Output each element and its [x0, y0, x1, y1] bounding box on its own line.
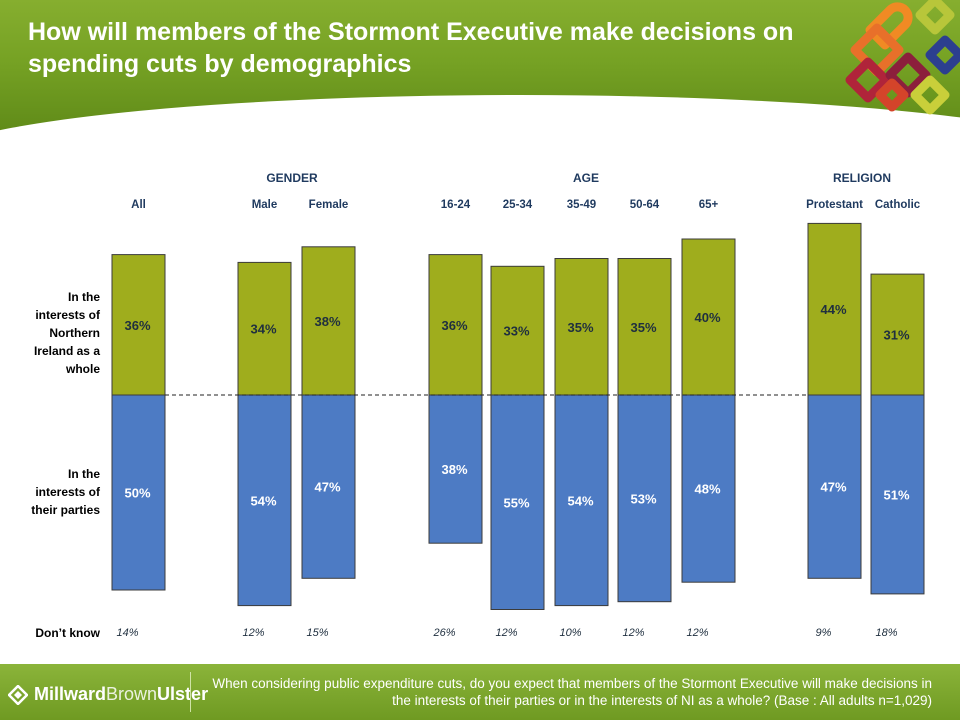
data-label-party: 54% [250, 493, 276, 508]
page-title: How will members of the Stormont Executi… [28, 18, 794, 78]
row-label-nation: whole [65, 362, 100, 376]
dont-know-value: 9% [816, 627, 832, 639]
category-label: All [131, 199, 146, 211]
bar-party [111, 394, 166, 591]
data-label-nation: 34% [250, 322, 276, 337]
bar-nation [807, 222, 862, 396]
data-label-nation: 35% [567, 320, 593, 335]
stacked-bar-chart: GENDER AGE RELIGION All Male Female 16-24 25-34… [31, 171, 925, 640]
row-label-party: interests of [35, 485, 101, 499]
category-label: 16-24 [441, 199, 471, 211]
dont-know-label: Don’t know [35, 626, 100, 640]
bar-nation [617, 258, 672, 396]
category-label: Female [309, 199, 349, 211]
brand-name-third: Ulster [157, 684, 209, 704]
data-label-party: 47% [820, 480, 846, 495]
dont-know-value: 26% [432, 627, 455, 639]
bar-nation [111, 254, 166, 396]
bar-party [681, 394, 736, 583]
category-label: 25-34 [503, 199, 533, 211]
header-banner: How will members of the Stormont Executi… [0, 0, 960, 135]
bar-nation [554, 258, 609, 396]
row-label-party: In the [68, 467, 100, 481]
dont-know-value: 12% [622, 627, 644, 639]
data-label-nation: 35% [630, 320, 656, 335]
row-label-nation: Ireland as a [34, 344, 100, 358]
data-label-nation: 31% [883, 328, 909, 343]
category-label: 50-64 [630, 199, 660, 211]
footer: Millward Brown Ulster When considering p… [0, 664, 960, 720]
bar-party [428, 394, 483, 544]
row-label-nation: In the [68, 290, 100, 304]
hearts-logo-icon [845, 0, 960, 115]
group-label: GENDER [266, 171, 318, 185]
row-label-nation: interests of [35, 308, 101, 322]
data-label-nation: 36% [441, 318, 467, 333]
footer-divider [190, 672, 191, 712]
bar-party [301, 394, 356, 579]
data-label-party: 54% [567, 493, 593, 508]
dont-know-value: 14% [116, 627, 138, 639]
data-label-nation: 40% [694, 310, 720, 325]
data-label-nation: 36% [124, 318, 150, 333]
row-label-party: their parties [31, 503, 100, 517]
data-label-party: 48% [694, 482, 720, 497]
data-label-party: 53% [630, 491, 656, 506]
data-label-party: 47% [314, 480, 340, 495]
bar-party [870, 394, 925, 595]
data-label-nation: 44% [820, 302, 846, 317]
group-label: RELIGION [833, 171, 891, 185]
dont-know-value: 10% [559, 627, 581, 639]
category-label: 65+ [699, 199, 719, 211]
brand-name-second: Brown [106, 684, 158, 704]
dont-know-value: 12% [686, 627, 708, 639]
dont-know-value: 18% [875, 627, 897, 639]
category-label: Protestant [806, 199, 863, 211]
diamond-logo-icon [8, 684, 28, 705]
bar-nation [870, 273, 925, 396]
row-label-nation: Northern [49, 326, 100, 340]
bar-party [617, 394, 672, 603]
category-label: Male [252, 199, 278, 211]
brand-name-first: Millward [34, 684, 107, 704]
dont-know-value: 15% [306, 627, 328, 639]
dont-know-value: 12% [495, 627, 517, 639]
category-label: Catholic [875, 199, 921, 211]
category-label: 35-49 [567, 199, 596, 211]
bar-nation [237, 261, 292, 396]
dont-know-value: 12% [242, 627, 264, 639]
bar-nation [490, 265, 545, 396]
data-label-nation: 33% [503, 324, 529, 339]
survey-question: When considering public expenditure cuts… [212, 676, 932, 708]
company-logo: Millward Brown Ulster [8, 684, 208, 705]
data-label-party: 51% [883, 487, 909, 502]
data-label-party: 38% [441, 462, 467, 477]
bar-party [554, 394, 609, 607]
data-label-party: 50% [124, 486, 150, 501]
header-curve [0, 95, 960, 135]
data-label-nation: 38% [314, 314, 340, 329]
data-label-party: 55% [503, 495, 529, 510]
bar-party [807, 394, 862, 579]
group-label: AGE [573, 171, 599, 185]
bar-nation [301, 246, 356, 396]
